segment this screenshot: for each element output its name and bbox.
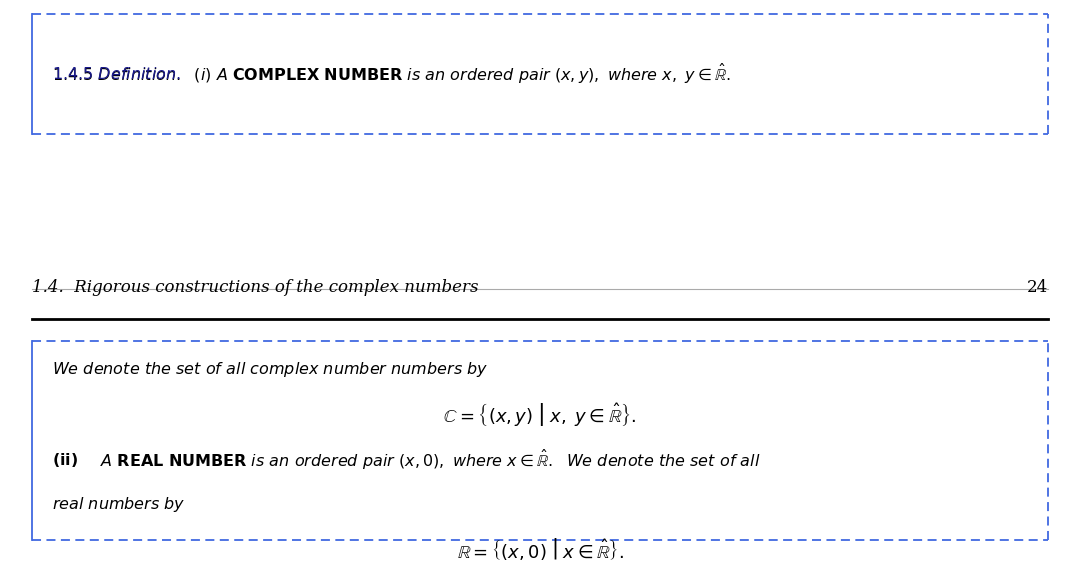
Text: $\mathbb{C} = \left\{(x,y)\;\middle|\; x,\; y \in \hat{\mathbb{R}}\right\}.$: $\mathbb{C} = \left\{(x,y)\;\middle|\; x… [443,401,637,429]
Text: $\mathit{We\ denote\ the\ set\ of\ all\ complex\ number\ numbers\ by}$: $\mathit{We\ denote\ the\ set\ of\ all\ … [52,360,488,379]
Text: 1.4.  Rigorous constructions of the complex numbers: 1.4. Rigorous constructions of the compl… [32,279,478,296]
Text: 24: 24 [1026,279,1048,296]
Text: $\mathit{A}\ \mathbf{REAL\ NUMBER}\ \mathit{is\ an\ ordered\ pair\ }(x,0),\ \mat: $\mathit{A}\ \mathbf{REAL\ NUMBER}\ \mat… [100,448,761,472]
Text: $\mathbf{\mathit{1.4.5\ Definition.}}$: $\mathbf{\mathit{1.4.5\ Definition.}}$ [52,66,180,82]
Text: $\mathit{real\ numbers\ by}$: $\mathit{real\ numbers\ by}$ [52,495,186,514]
Text: $\mathbf{\mathit{1.4.5\ Definition.}}\ \ \mathit{(i)\ A}\ \mathbf{COMPLEX\ NUMBE: $\mathbf{\mathit{1.4.5\ Definition.}}\ \… [52,62,731,86]
Text: $\mathbb{R} = \left\{(x,0)\;\middle|\; x \in \hat{\mathbb{R}}\right\}.$: $\mathbb{R} = \left\{(x,0)\;\middle|\; x… [457,536,623,561]
Text: $\mathbf{(ii)}$: $\mathbf{(ii)}$ [52,451,78,469]
